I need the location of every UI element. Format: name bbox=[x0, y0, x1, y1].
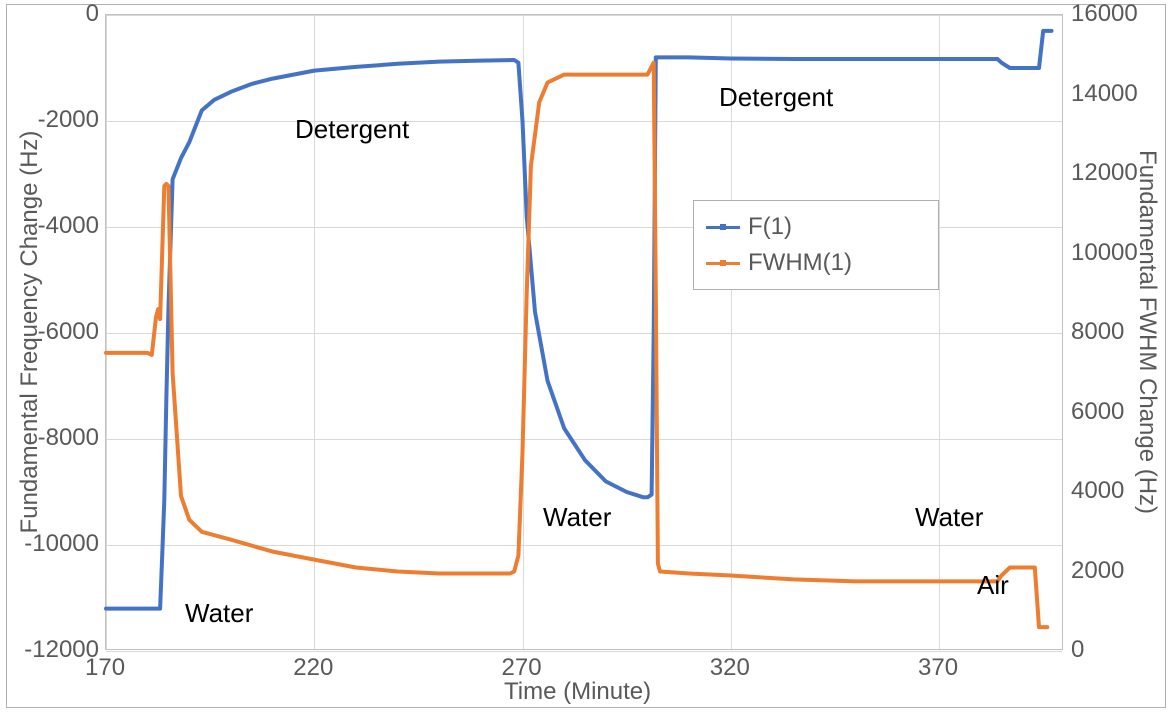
annotation-detergent: Detergent bbox=[719, 82, 833, 113]
legend-label: F(1) bbox=[748, 213, 792, 241]
y-right-axis-title: Fundamental FWHM Change (Hz) bbox=[1133, 122, 1161, 542]
annotation-air: Air bbox=[977, 570, 1009, 601]
annotation-water: Water bbox=[543, 502, 611, 533]
plot-area bbox=[105, 14, 1063, 650]
x-tick-label: 370 bbox=[918, 654, 958, 682]
y-right-tick-label: 16000 bbox=[1071, 0, 1138, 28]
series-svg bbox=[106, 15, 1064, 651]
y-left-tick-label: -6000 bbox=[38, 318, 99, 346]
y-left-tick-label: 0 bbox=[86, 0, 99, 28]
annotation-water: Water bbox=[185, 598, 253, 629]
legend-entry: FWHM(1) bbox=[706, 249, 926, 277]
legend-swatch bbox=[706, 226, 740, 229]
series-FWHM(1) bbox=[106, 63, 1047, 627]
y-left-tick-label: -2000 bbox=[38, 106, 99, 134]
annotation-water: Water bbox=[915, 502, 983, 533]
y-right-tick-label: 2000 bbox=[1071, 557, 1124, 585]
x-tick-label: 320 bbox=[710, 654, 750, 682]
y-left-tick-label: -4000 bbox=[38, 212, 99, 240]
annotation-detergent: Detergent bbox=[295, 114, 409, 145]
y-right-tick-label: 12000 bbox=[1071, 159, 1138, 187]
y-left-tick-label: -8000 bbox=[38, 424, 99, 452]
gridline-h bbox=[106, 651, 1062, 652]
legend-entry: F(1) bbox=[706, 213, 926, 241]
x-tick-label: 220 bbox=[293, 654, 333, 682]
legend-label: FWHM(1) bbox=[748, 249, 852, 277]
y-right-tick-label: 8000 bbox=[1071, 318, 1124, 346]
legend-swatch bbox=[706, 262, 740, 265]
y-right-tick-label: 0 bbox=[1071, 636, 1084, 664]
y-right-tick-label: 6000 bbox=[1071, 398, 1124, 426]
y-left-tick-label: -12000 bbox=[24, 636, 99, 664]
legend: F(1) FWHM(1) bbox=[693, 200, 939, 290]
x-axis-title: Time (Minute) bbox=[504, 678, 651, 706]
y-left-axis-title: Fundamental Frequency Change (Hz) bbox=[16, 112, 44, 552]
y-right-tick-label: 4000 bbox=[1071, 477, 1124, 505]
y-right-tick-label: 14000 bbox=[1071, 80, 1138, 108]
y-right-tick-label: 10000 bbox=[1071, 239, 1138, 267]
